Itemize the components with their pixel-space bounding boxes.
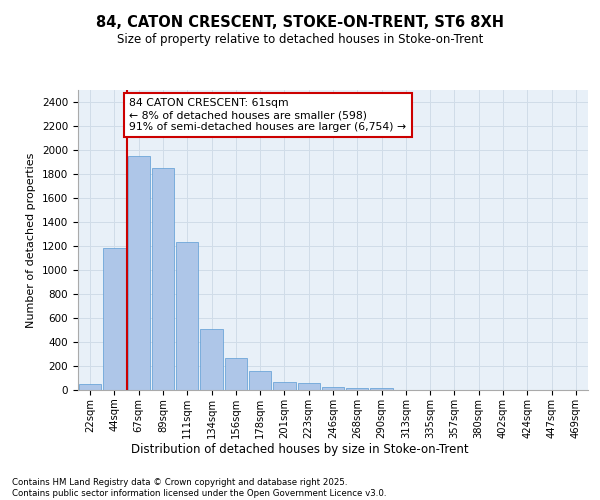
Bar xyxy=(370,388,393,390)
Bar xyxy=(200,329,223,390)
Bar xyxy=(128,156,150,390)
Text: Size of property relative to detached houses in Stoke-on-Trent: Size of property relative to detached ho… xyxy=(117,32,483,46)
Text: 84, CATON CRESCENT, STOKE-ON-TRENT, ST6 8XH: 84, CATON CRESCENT, STOKE-ON-TRENT, ST6 … xyxy=(96,15,504,30)
Text: Distribution of detached houses by size in Stoke-on-Trent: Distribution of detached houses by size … xyxy=(131,442,469,456)
Bar xyxy=(152,168,174,390)
Bar xyxy=(79,384,101,390)
Y-axis label: Number of detached properties: Number of detached properties xyxy=(26,152,37,328)
Bar xyxy=(346,388,368,390)
Bar xyxy=(176,242,199,390)
Text: Contains HM Land Registry data © Crown copyright and database right 2025.
Contai: Contains HM Land Registry data © Crown c… xyxy=(12,478,386,498)
Bar xyxy=(224,358,247,390)
Bar xyxy=(249,371,271,390)
Bar xyxy=(273,382,296,390)
Bar xyxy=(322,387,344,390)
Text: 84 CATON CRESCENT: 61sqm
← 8% of detached houses are smaller (598)
91% of semi-d: 84 CATON CRESCENT: 61sqm ← 8% of detache… xyxy=(129,98,406,132)
Bar xyxy=(103,248,125,390)
Bar xyxy=(298,384,320,390)
